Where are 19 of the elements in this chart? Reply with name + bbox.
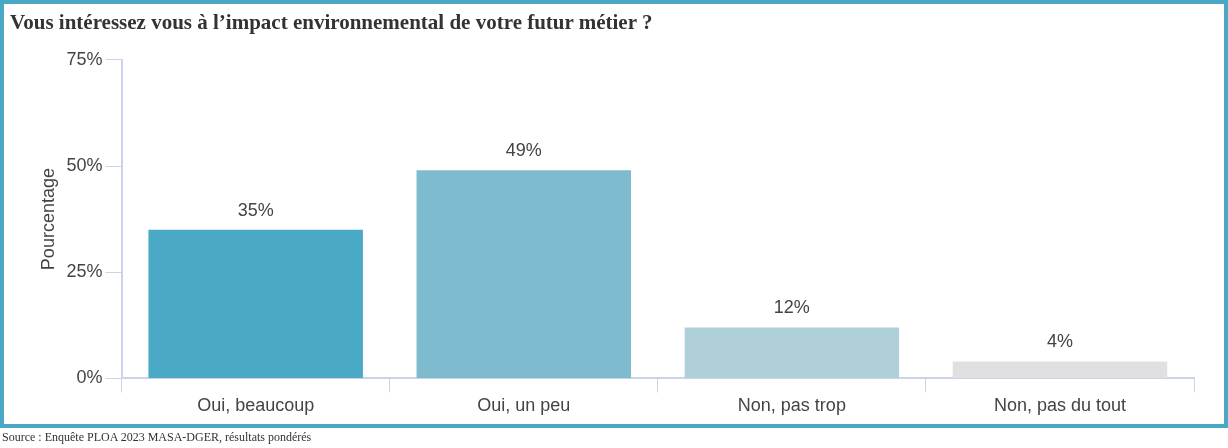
bar xyxy=(684,327,900,378)
bar xyxy=(416,170,631,378)
x-tick-label: Oui, un peu xyxy=(477,395,571,416)
data-label: 4% xyxy=(1046,331,1073,352)
y-axis-title: Pourcentage xyxy=(37,168,58,271)
source-note: Source : Enquête PLOA 2023 MASA-DGER, résultats pondérés xyxy=(2,430,312,445)
data-label: 12% xyxy=(773,297,810,318)
y-tick-label: 25% xyxy=(66,261,103,282)
x-tick-label: Non, pas trop xyxy=(737,395,846,416)
x-tick-label: Non, pas du tout xyxy=(993,395,1126,416)
y-tick-label: 75% xyxy=(66,48,103,69)
data-label: 35% xyxy=(237,199,274,220)
y-tick-label: 50% xyxy=(66,154,103,175)
bar xyxy=(952,361,1168,378)
x-tick-label: Oui, beaucoup xyxy=(197,395,315,416)
chart-title: Vous intéressez vous à l’impact environnemental de votre futur métier ? xyxy=(10,10,653,35)
y-tick-label: 0% xyxy=(76,367,103,388)
bar xyxy=(148,229,363,378)
data-label: 49% xyxy=(505,140,542,161)
